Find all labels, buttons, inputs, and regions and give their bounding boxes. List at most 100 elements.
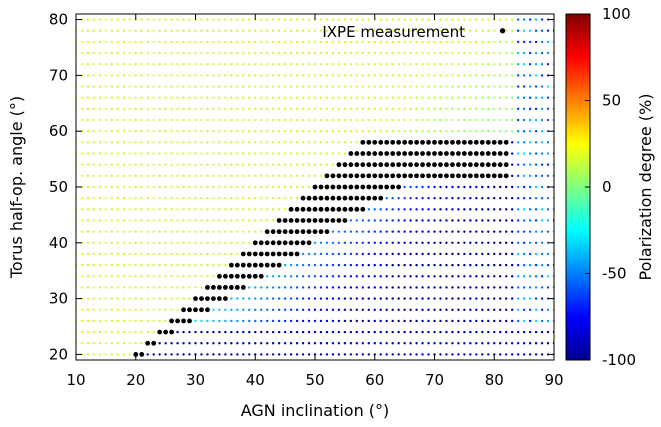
- grid-point: [319, 85, 323, 88]
- grid-point: [457, 319, 460, 323]
- grid-point: [373, 219, 376, 222]
- x-tick-70-label: 70: [425, 371, 444, 389]
- grid-point: [433, 297, 436, 300]
- grid-point: [307, 263, 311, 267]
- x-tick-80-label: 80: [485, 371, 504, 389]
- grid-point: [176, 152, 179, 155]
- grid-point: [260, 185, 263, 189]
- grid-point: [528, 319, 532, 323]
- grid-point: [86, 185, 90, 189]
- grid-point: [373, 85, 376, 88]
- grid-point: [158, 286, 161, 289]
- grid-point: [277, 319, 281, 323]
- grid-point: [361, 219, 364, 222]
- grid-point: [110, 353, 114, 356]
- grid-point: [236, 297, 239, 300]
- grid-point: [367, 85, 370, 88]
- grid-point: [415, 286, 418, 289]
- grid-point: [152, 308, 155, 311]
- grid-point: [528, 51, 532, 55]
- grid-point: [80, 96, 84, 99]
- grid-point: [164, 63, 167, 66]
- grid-point: [427, 286, 430, 289]
- grid-point: [92, 208, 96, 211]
- grid-point: [146, 308, 149, 311]
- grid-point: [254, 74, 257, 77]
- grid-point: [499, 286, 502, 289]
- grid-point: [379, 107, 382, 111]
- grid-point: [224, 51, 227, 55]
- grid-point: [98, 51, 102, 55]
- grid-point: [331, 141, 335, 144]
- grid-point: [379, 40, 382, 44]
- grid-point: [367, 319, 370, 323]
- grid-point: [409, 219, 412, 222]
- grid-point: [510, 241, 514, 245]
- grid-point: [116, 85, 120, 88]
- grid-point: [194, 252, 197, 256]
- grid-point: [445, 342, 448, 345]
- black-point: [444, 139, 449, 145]
- grid-point: [349, 129, 353, 133]
- grid-point: [505, 297, 508, 300]
- grid-point: [331, 152, 335, 155]
- grid-point: [230, 185, 233, 189]
- grid-point: [182, 174, 185, 178]
- grid-point: [122, 118, 126, 122]
- black-point: [318, 206, 324, 212]
- grid-point: [104, 330, 108, 334]
- grid-point: [116, 353, 120, 356]
- grid-point: [212, 174, 215, 178]
- grid-point: [86, 353, 90, 356]
- black-point: [438, 173, 443, 179]
- black-point: [426, 151, 431, 156]
- grid-point: [516, 308, 520, 311]
- grid-point: [164, 286, 167, 289]
- grid-point: [510, 40, 514, 44]
- grid-point: [206, 330, 209, 334]
- grid-point: [283, 275, 287, 278]
- grid-point: [481, 330, 484, 334]
- grid-point: [188, 29, 191, 32]
- black-point: [432, 173, 437, 179]
- grid-point: [319, 107, 323, 111]
- grid-point: [200, 51, 203, 55]
- grid-point: [355, 230, 359, 233]
- grid-point: [277, 18, 281, 21]
- grid-point: [409, 51, 412, 55]
- grid-point: [260, 129, 263, 133]
- grid-point: [385, 18, 388, 21]
- grid-point: [152, 185, 155, 189]
- grid-point: [469, 342, 472, 345]
- grid-point: [325, 107, 329, 111]
- grid-point: [212, 219, 215, 222]
- grid-point: [481, 297, 484, 300]
- grid-point: [391, 297, 394, 300]
- grid-point: [277, 174, 281, 178]
- grid-point: [176, 174, 179, 178]
- grid-point: [254, 29, 257, 32]
- grid-point: [325, 85, 329, 88]
- grid-point: [194, 118, 197, 122]
- grid-point: [481, 275, 484, 278]
- grid-point: [349, 297, 353, 300]
- grid-point: [260, 219, 263, 222]
- grid-point: [499, 118, 502, 122]
- grid-point: [248, 185, 251, 189]
- grid-point: [421, 275, 424, 278]
- grid-point: [349, 330, 353, 334]
- grid-point: [313, 96, 317, 99]
- grid-point: [457, 96, 460, 99]
- grid-point: [433, 85, 436, 88]
- grid-point: [271, 107, 275, 111]
- grid-point: [188, 141, 191, 144]
- grid-point: [134, 129, 137, 133]
- grid-point: [343, 230, 347, 233]
- grid-point: [283, 174, 287, 178]
- grid-point: [457, 18, 460, 21]
- grid-point: [385, 263, 388, 267]
- grid-point: [546, 230, 550, 233]
- grid-point: [170, 219, 173, 222]
- grid-point: [475, 63, 478, 66]
